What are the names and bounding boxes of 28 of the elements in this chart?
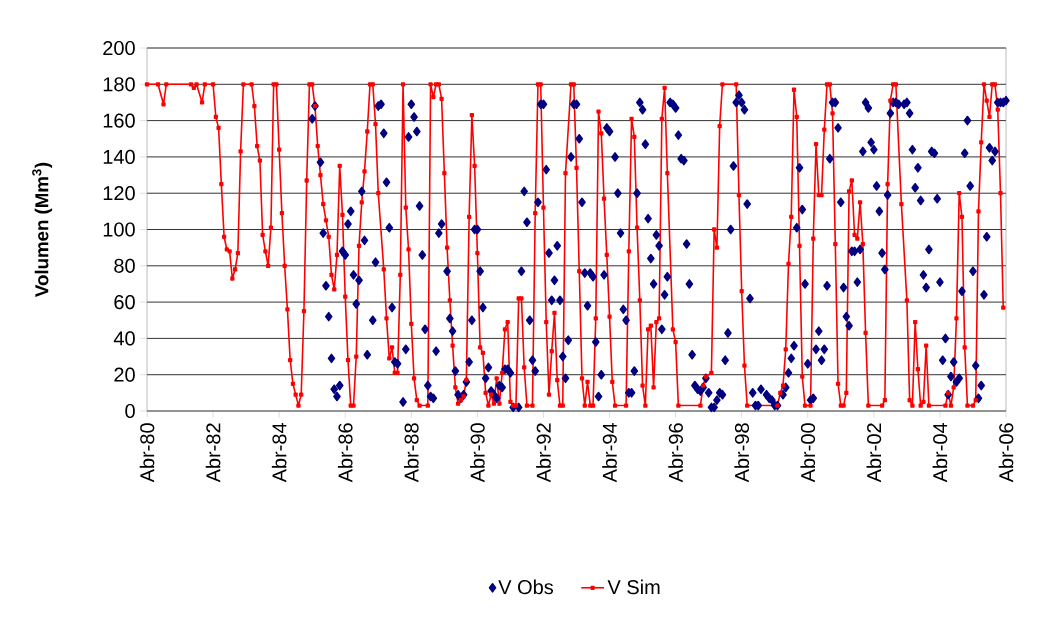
y-tick-label: 180 — [103, 77, 135, 92]
y-tick-label: 100 — [103, 222, 135, 237]
x-tick-label: Abr-90 — [470, 423, 485, 483]
legend-label: V Sim — [607, 579, 660, 595]
y-axis-title: Volumen (Mm$^{3}$) — [32, 162, 53, 297]
x-tick-label: Abr-00 — [800, 423, 816, 483]
x-tick-label: Abr-06 — [998, 423, 1014, 483]
x-tick-label: Abr-94 — [602, 422, 617, 483]
y-tick-label: 60 — [114, 295, 135, 310]
x-tick-label: Abr-02 — [866, 423, 882, 483]
x-tick-label: Abr-84 — [271, 422, 287, 483]
legend-label: V Obs — [498, 579, 554, 595]
y-tick-label: 80 — [114, 258, 135, 273]
y-tick-label: 160 — [103, 113, 135, 128]
y-tick-label: 40 — [113, 331, 135, 346]
x-tick-label: Abr-04 — [932, 422, 948, 483]
x-tick-label: Abr-88 — [403, 423, 419, 483]
y-tick-label: 140 — [103, 149, 135, 164]
y-tick-label: 120 — [103, 186, 135, 201]
y-tick-label: 200 — [103, 40, 135, 56]
x-tick-label: Abr-96 — [668, 423, 683, 483]
x-tick-label: Abr-92 — [536, 423, 551, 483]
y-tick-label: 20 — [114, 367, 135, 382]
y-tick-label: 0 — [125, 403, 135, 419]
x-tick-label: Abr-86 — [337, 423, 353, 483]
x-tick-label: Abr-80 — [139, 423, 155, 483]
x-tick-label: Abr-82 — [205, 423, 221, 483]
x-tick-label: Abr-98 — [734, 423, 750, 483]
